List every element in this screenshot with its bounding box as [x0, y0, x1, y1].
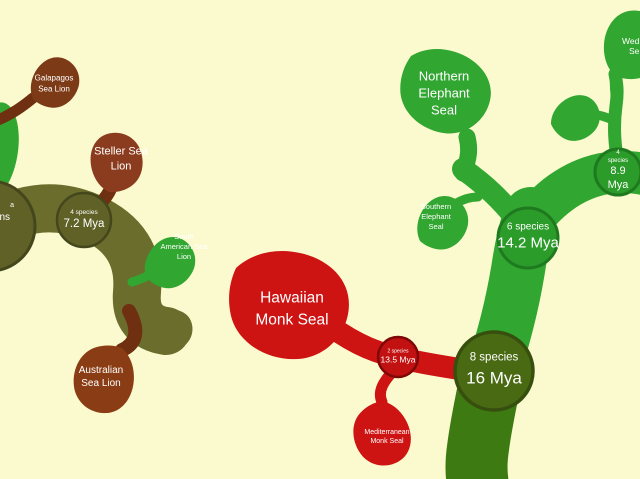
sea-lion-branch-end-leaf[interactable] — [142, 304, 197, 354]
mediterranean-monk-seal-leaf[interactable] — [352, 400, 411, 467]
australian-sea-lion-leaf[interactable] — [61, 333, 148, 423]
australian-sea-lion-stem[interactable] — [115, 304, 143, 357]
northern-elephant-seal-stem[interactable] — [454, 128, 478, 182]
hawaiian-monk-seal-leaf[interactable] — [205, 224, 368, 383]
true-seals-node-circle[interactable] — [453, 330, 535, 412]
sea-lions-node-circle[interactable] — [55, 191, 113, 249]
south-american-sea-lion-stem[interactable] — [127, 271, 152, 287]
clipped-left-node-circle[interactable] — [0, 180, 37, 272]
clipped-left-leaf[interactable] — [0, 99, 24, 200]
steller-sea-lion-leaf[interactable] — [84, 128, 148, 198]
south-american-sea-lion-leaf[interactable] — [134, 229, 205, 298]
monk-seals-node-circle[interactable] — [376, 335, 420, 379]
northern-elephant-seal-leaf[interactable] — [381, 27, 506, 152]
galapagos-sea-lion-stem[interactable] — [0, 92, 39, 126]
weddell-clade-node-circle[interactable] — [593, 147, 640, 197]
elephant-seal-clade-node-circle[interactable] — [496, 206, 560, 270]
galapagos-sea-lion-leaf[interactable] — [19, 49, 89, 118]
southern-elephant-seal-leaf[interactable] — [405, 187, 480, 261]
small-right-leaf[interactable] — [545, 91, 605, 147]
weddell-seal-leaf[interactable] — [589, 0, 640, 92]
